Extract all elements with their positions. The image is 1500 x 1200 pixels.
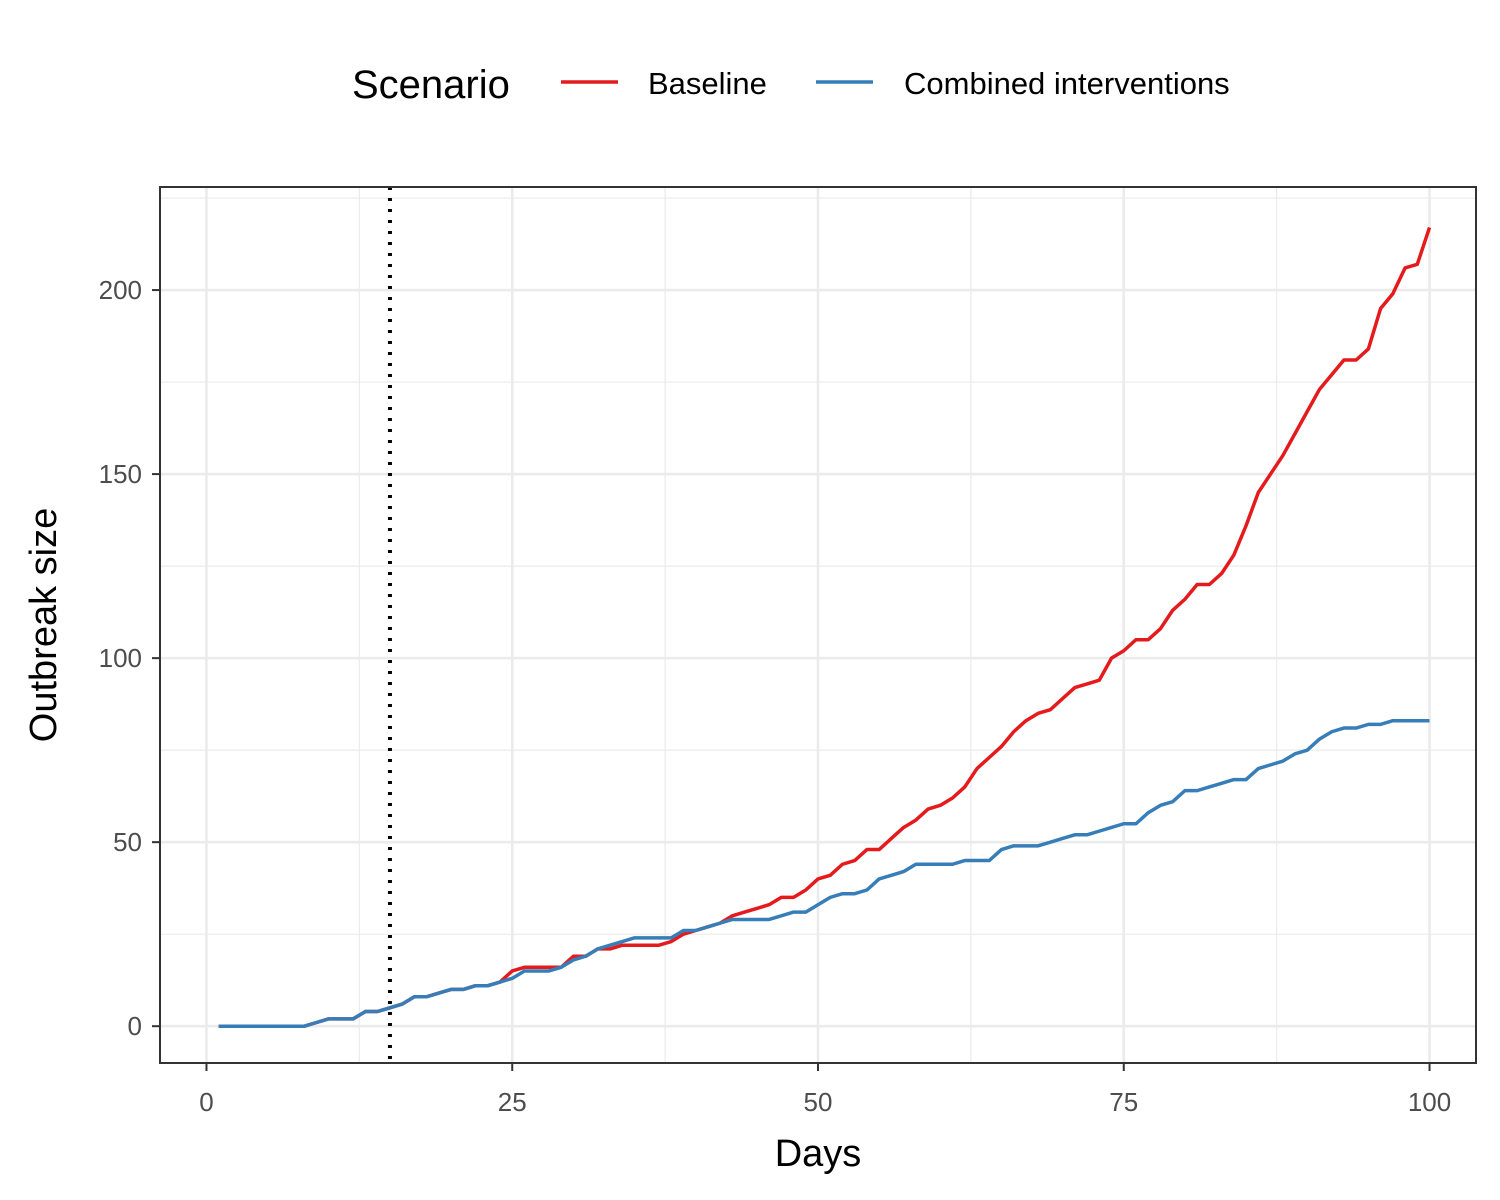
series-line-combined-interventions (218, 718, 1430, 1028)
y-tick-label: 0 (128, 1011, 142, 1041)
x-tick-label: 100 (1408, 1087, 1451, 1117)
x-tick-label: 50 (804, 1087, 833, 1117)
y-tick-label: 50 (113, 827, 142, 857)
legend-title: Scenario (352, 63, 510, 107)
y-tick-label: 200 (99, 275, 142, 305)
series-layer (218, 226, 1432, 1028)
tick-labels: 0 25 50 75 100 0 50 100 150 200 (99, 275, 1452, 1117)
axis-ticks (152, 289, 1431, 1071)
x-tick-label: 25 (498, 1087, 527, 1117)
legend-label-combined-interventions: Combined interventions (904, 66, 1230, 101)
x-tick-label: 75 (1109, 1087, 1138, 1117)
y-tick-label: 100 (99, 643, 142, 673)
legend-label-baseline: Baseline (648, 66, 767, 101)
y-tick-label: 150 (99, 459, 142, 489)
y-axis-title: Outbreak size (23, 508, 65, 742)
grid-lines (160, 187, 1476, 1063)
x-tick-label: 0 (199, 1087, 213, 1117)
legend: Scenario Baseline Combined interventions (352, 63, 1230, 107)
x-axis-title: Days (775, 1133, 862, 1175)
